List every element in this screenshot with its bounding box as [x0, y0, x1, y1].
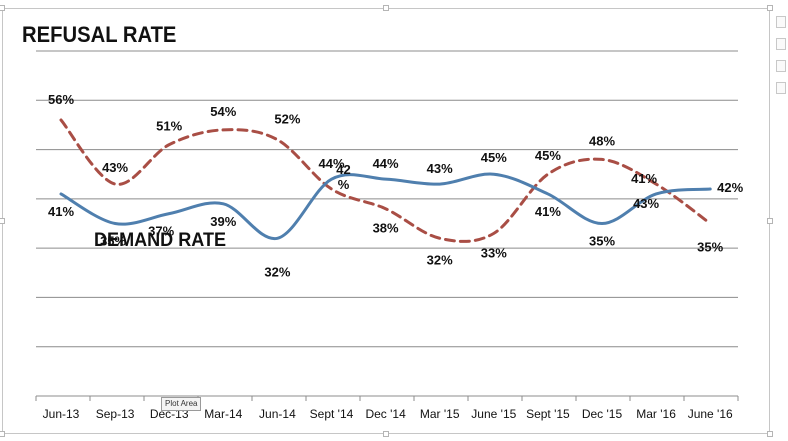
demand-data-label: 32%: [264, 264, 290, 279]
series-annotation: DEMAND RATE: [94, 230, 227, 251]
resize-handle[interactable]: [383, 5, 389, 11]
refusal-data-label: 35%: [697, 240, 723, 255]
x-tick-label: Sept '14: [310, 407, 354, 421]
resize-handle[interactable]: [383, 431, 389, 437]
demand-data-label: 41%: [48, 204, 74, 219]
refusal-data-label: 38%: [373, 221, 399, 236]
x-tick-label: Mar '16: [636, 407, 676, 421]
refusal-data-label: 43%: [633, 196, 659, 211]
demand-data-label: 35%: [100, 234, 126, 249]
chart-title: REFUSAL RATE: [22, 22, 177, 47]
chart-options-button[interactable]: [776, 82, 786, 94]
x-tick-label: June '15: [471, 407, 516, 421]
demand-data-label: 39%: [210, 214, 236, 229]
demand-data-label: 43%: [427, 161, 453, 176]
x-tick-label: Jun-13: [43, 407, 80, 421]
x-tick-label: Jun-14: [259, 407, 296, 421]
chart-elements-button[interactable]: [776, 16, 786, 28]
chart-styles-button[interactable]: [776, 38, 786, 50]
refusal-data-label: 48%: [589, 133, 615, 148]
x-tick-label: Mar '15: [420, 407, 460, 421]
refusal-data-label: 51%: [156, 119, 182, 134]
resize-handle[interactable]: [767, 5, 773, 11]
x-tick-label: Mar-14: [204, 407, 242, 421]
demand-data-label: 41%: [535, 204, 561, 219]
refusal-data-label: 42%: [336, 162, 350, 192]
refusal-data-label: 56%: [48, 92, 74, 107]
x-tick-label: Sep-13: [96, 407, 135, 421]
demand-data-label: 41%: [631, 171, 657, 186]
demand-data-label: 45%: [481, 150, 507, 165]
x-tick-label: Sept '15: [526, 407, 570, 421]
demand-data-label: 35%: [589, 234, 615, 249]
demand-data-label: 37%: [148, 224, 174, 239]
refusal-rate-line[interactable]: [59, 118, 712, 243]
resize-handle[interactable]: [767, 431, 773, 437]
resize-handle[interactable]: [767, 218, 773, 224]
demand-data-label: 44%: [373, 156, 399, 171]
demand-data-label: 42%: [717, 180, 743, 195]
x-tick-label: Dec '15: [582, 407, 623, 421]
refusal-data-label: 43%: [102, 160, 128, 175]
refusal-data-label: 52%: [274, 112, 300, 127]
refusal-data-label: 45%: [535, 148, 561, 163]
refusal-data-label: 54%: [210, 104, 236, 119]
resize-handle[interactable]: [0, 431, 5, 437]
refusal-data-label: 33%: [481, 245, 507, 260]
refusal-data-label: 32%: [427, 252, 453, 267]
resize-handle[interactable]: [0, 5, 5, 11]
demand-rate-line[interactable]: [59, 172, 712, 240]
x-tick-label: Dec '14: [365, 407, 406, 421]
x-tick-label: June '16: [688, 407, 733, 421]
demand-data-label: 44%: [318, 156, 344, 171]
chart-filters-button[interactable]: [776, 60, 786, 72]
plot-area-tooltip: Plot Area: [161, 397, 202, 411]
resize-handle[interactable]: [0, 218, 5, 224]
